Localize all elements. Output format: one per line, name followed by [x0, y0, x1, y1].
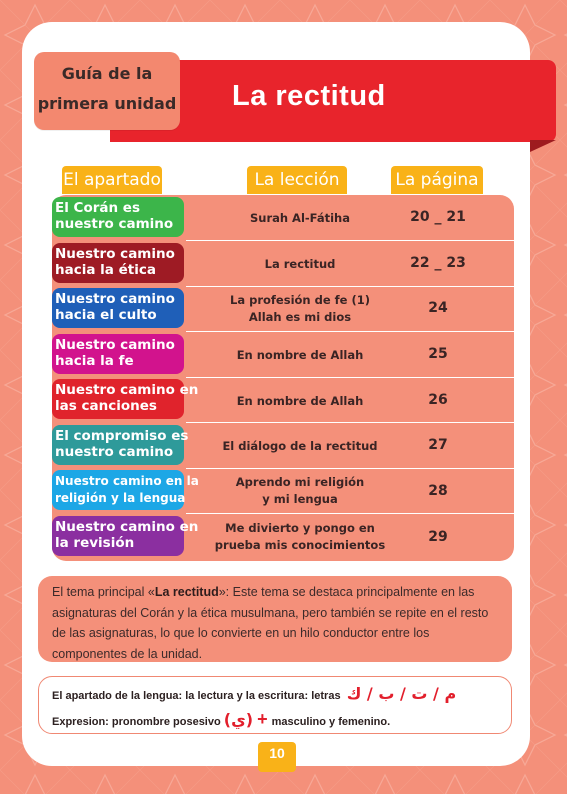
- lesson-title: En nombre de Allah: [236, 394, 364, 408]
- lesson-title: La profesión de fe (1) Allah es mi dios: [230, 293, 370, 324]
- lesson-title: En nombre de Allah: [236, 348, 364, 362]
- page-number-cell: 29: [428, 529, 448, 545]
- plus-icon: +: [257, 709, 268, 729]
- header-apartado: El apartado: [62, 166, 162, 194]
- section-label: El Corán es nuestro camino: [52, 197, 184, 237]
- row-divider: [186, 286, 514, 287]
- header-pagina: La página: [391, 166, 483, 194]
- section-label: Nuestro camino hacia la fe: [52, 334, 184, 374]
- page-number-cell: 26: [428, 392, 448, 408]
- title-banner: [110, 60, 556, 142]
- theme-paragraph: El tema principal «La rectitud»: Este te…: [52, 585, 489, 661]
- page-number-cell: 25: [428, 346, 448, 362]
- lesson-title: El diálogo de la rectitud: [222, 439, 378, 453]
- row-divider: [186, 468, 514, 469]
- language-line-expression: Expresion: pronombre posesivo (ي) + mascul…: [52, 709, 391, 729]
- language-box: [38, 676, 512, 734]
- section-label: Nuestro camino hacia la ética: [52, 243, 184, 283]
- row-divider: [186, 331, 514, 332]
- row-divider: [186, 377, 514, 378]
- section-label: Nuestro camino en las canciones: [52, 379, 198, 419]
- page-number-cell: 20 _ 21: [410, 209, 466, 225]
- guide-line-2: primera unidad: [37, 94, 177, 113]
- lesson-title: La rectitud: [264, 257, 336, 271]
- unit-guide-box: Guía de la primera unidad: [34, 52, 180, 130]
- lesson-title: Me divierto y pongo en prueba mis conocim…: [214, 521, 386, 552]
- lesson-title: Surah Al-Fátiha: [249, 211, 351, 225]
- banner-fold: [530, 140, 556, 152]
- guide-line-1: Guía de la: [61, 64, 153, 83]
- page-number: 10: [258, 742, 296, 772]
- row-divider: [186, 513, 514, 514]
- row-divider: [186, 422, 514, 423]
- page-number-cell: 28: [428, 483, 448, 499]
- language-line-letters: El apartado de la lengua: la lectura y l…: [52, 684, 457, 703]
- arabic-letters: م / ت / ب / ك: [346, 684, 457, 703]
- header-leccion: La lección: [247, 166, 347, 194]
- section-label: El compromiso es nuestro camino: [52, 425, 188, 465]
- page-number-cell: 24: [428, 300, 448, 316]
- section-label: Nuestro camino en la religión y la lengua: [52, 470, 199, 510]
- theme-box: [38, 576, 512, 662]
- lesson-title: Aprendo mi religión y mi lengua: [235, 475, 365, 506]
- section-label: Nuestro camino hacia el culto: [52, 288, 184, 328]
- section-label: Nuestro camino en la revisión: [52, 516, 198, 556]
- page-title: La rectitud: [232, 80, 386, 112]
- arabic-pronoun: (ي): [223, 710, 254, 729]
- row-divider: [186, 240, 514, 241]
- page-number-cell: 27: [428, 437, 448, 453]
- page-number-cell: 22 _ 23: [410, 255, 466, 271]
